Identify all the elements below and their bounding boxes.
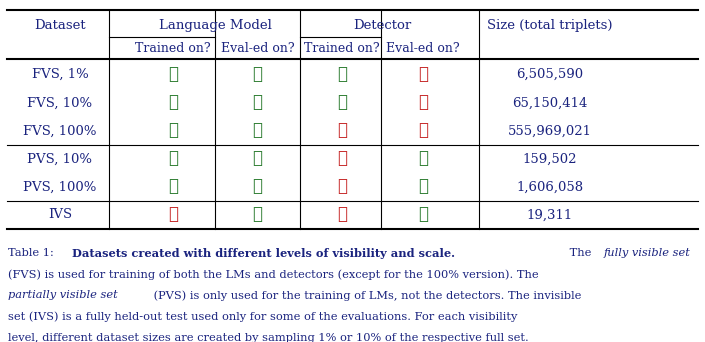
- Text: ✓: ✓: [252, 94, 262, 111]
- Text: FVS, 1%: FVS, 1%: [32, 68, 88, 81]
- Text: 19,311: 19,311: [527, 209, 573, 222]
- Text: set (IVS) is a fully held-out test used only for some of the evaluations. For ea: set (IVS) is a fully held-out test used …: [8, 312, 518, 322]
- Text: ✗: ✗: [337, 122, 347, 139]
- Text: Trained on?: Trained on?: [135, 42, 211, 55]
- Text: fully visible set: fully visible set: [603, 248, 691, 258]
- Text: level, different dataset sizes are created by sampling 1% or 10% of the respecti: level, different dataset sizes are creat…: [8, 333, 529, 342]
- Text: ✓: ✓: [168, 66, 178, 83]
- Text: FVS, 10%: FVS, 10%: [27, 96, 92, 109]
- Text: Detector: Detector: [353, 19, 412, 32]
- Text: ✗: ✗: [418, 94, 428, 111]
- Text: partially visible set: partially visible set: [8, 290, 118, 300]
- Text: ✓: ✓: [168, 94, 178, 111]
- Text: ✓: ✓: [168, 122, 178, 139]
- Text: IVS: IVS: [48, 209, 72, 222]
- Text: Eval-ed on?: Eval-ed on?: [386, 42, 460, 55]
- Text: ✗: ✗: [337, 207, 347, 223]
- Text: Table 1:: Table 1:: [8, 248, 58, 258]
- Text: PVS, 10%: PVS, 10%: [27, 153, 92, 166]
- Text: 6,505,590: 6,505,590: [516, 68, 584, 81]
- Text: ✓: ✓: [418, 207, 428, 223]
- Text: Datasets created with different levels of visibility and scale.: Datasets created with different levels o…: [72, 248, 455, 259]
- Text: ✓: ✓: [337, 66, 347, 83]
- Text: ✗: ✗: [418, 66, 428, 83]
- Text: ✗: ✗: [337, 150, 347, 167]
- Text: (FVS) is used for training of both the LMs and detectors (except for the 100% ve: (FVS) is used for training of both the L…: [8, 269, 539, 279]
- Text: ✓: ✓: [168, 179, 178, 195]
- Text: ✗: ✗: [418, 122, 428, 139]
- Text: ✓: ✓: [337, 94, 347, 111]
- Text: (PVS) is only used for the training of LMs, not the detectors. The invisible: (PVS) is only used for the training of L…: [150, 290, 582, 301]
- Text: 555,969,021: 555,969,021: [508, 124, 592, 137]
- Text: 159,502: 159,502: [522, 153, 577, 166]
- Text: 1,606,058: 1,606,058: [516, 181, 584, 194]
- Text: 65,150,414: 65,150,414: [513, 96, 587, 109]
- Text: Dataset: Dataset: [34, 19, 86, 32]
- Text: Language Model: Language Model: [159, 19, 271, 32]
- Text: ✓: ✓: [168, 150, 178, 167]
- Text: ✗: ✗: [337, 179, 347, 195]
- Text: ✓: ✓: [418, 179, 428, 195]
- Text: ✓: ✓: [252, 150, 262, 167]
- Text: Eval-ed on?: Eval-ed on?: [221, 42, 294, 55]
- Text: FVS, 100%: FVS, 100%: [23, 124, 97, 137]
- Text: ✓: ✓: [252, 66, 262, 83]
- Text: ✓: ✓: [252, 207, 262, 223]
- Text: ✓: ✓: [252, 179, 262, 195]
- Text: ✓: ✓: [252, 122, 262, 139]
- Text: Trained on?: Trained on?: [304, 42, 380, 55]
- Text: Size (total triplets): Size (total triplets): [487, 19, 613, 32]
- Text: The: The: [566, 248, 595, 258]
- Text: ✗: ✗: [168, 207, 178, 223]
- Text: ✓: ✓: [418, 150, 428, 167]
- Text: PVS, 100%: PVS, 100%: [23, 181, 97, 194]
